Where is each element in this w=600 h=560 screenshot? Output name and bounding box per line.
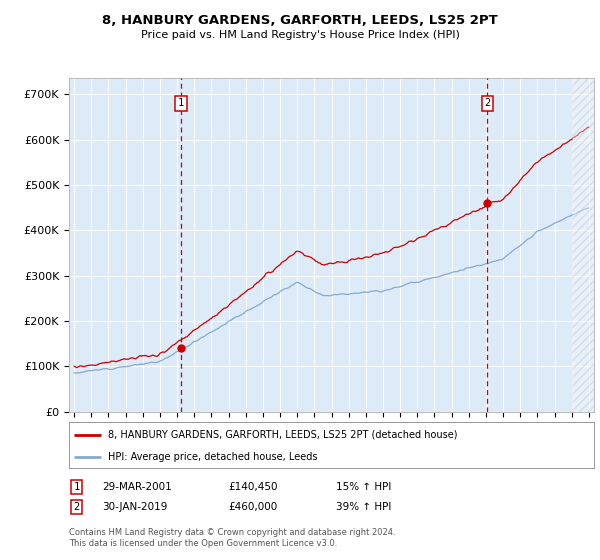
Bar [572,78,594,412]
Text: 1: 1 [74,482,80,492]
Text: 2: 2 [74,502,80,512]
Text: Contains HM Land Registry data © Crown copyright and database right 2024.
This d: Contains HM Land Registry data © Crown c… [69,528,395,548]
Text: 8, HANBURY GARDENS, GARFORTH, LEEDS, LS25 2PT (detached house): 8, HANBURY GARDENS, GARFORTH, LEEDS, LS2… [109,430,458,440]
Text: 30-JAN-2019: 30-JAN-2019 [102,502,167,512]
Text: 1: 1 [178,99,184,108]
Text: Price paid vs. HM Land Registry's House Price Index (HPI): Price paid vs. HM Land Registry's House … [140,30,460,40]
Text: £140,450: £140,450 [228,482,277,492]
Text: £460,000: £460,000 [228,502,277,512]
Text: HPI: Average price, detached house, Leeds: HPI: Average price, detached house, Leed… [109,452,318,463]
Text: 2: 2 [484,99,490,108]
Text: 8, HANBURY GARDENS, GARFORTH, LEEDS, LS25 2PT: 8, HANBURY GARDENS, GARFORTH, LEEDS, LS2… [102,14,498,27]
Text: 15% ↑ HPI: 15% ↑ HPI [336,482,391,492]
Text: 29-MAR-2001: 29-MAR-2001 [102,482,172,492]
Text: 39% ↑ HPI: 39% ↑ HPI [336,502,391,512]
